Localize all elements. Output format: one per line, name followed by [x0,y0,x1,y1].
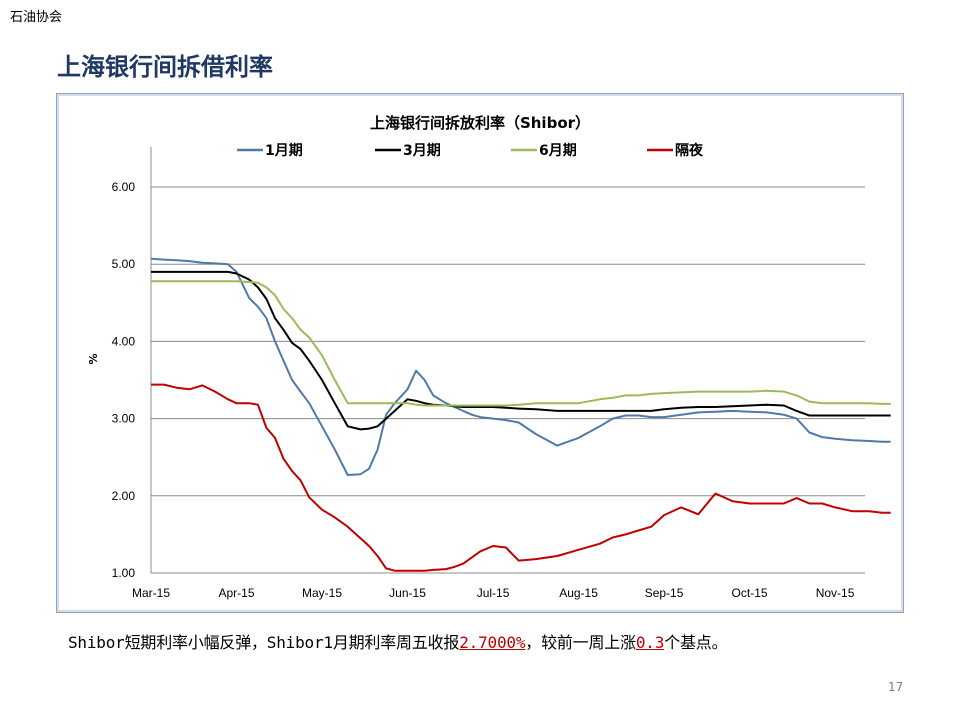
chart-series [150,257,891,572]
legend-label: 6月期 [539,143,577,159]
x-tick-label: Oct-15 [732,586,768,600]
x-tick-label: May-15 [302,586,342,600]
page-number: 17 [888,680,904,694]
x-tick-label: Apr-15 [218,586,254,600]
legend-label: 隔夜 [675,142,704,159]
series-line [151,270,891,431]
caption-value-rate: 2.7000% [459,633,526,652]
series-line [151,280,891,407]
chart-title: 上海银行间拆放利率（Shibor） [370,114,590,132]
legend-label: 3月期 [403,143,441,159]
y-axis-label: % [87,353,100,364]
legend-label: 1月期 [265,143,303,159]
y-tick-label: 5.00 [112,257,136,271]
x-tick-label: Aug-15 [559,586,598,600]
x-tick-label: Nov-15 [816,586,855,600]
x-tick-label: Mar-15 [132,586,170,600]
chart-frame: 上海银行间拆放利率（Shibor） 1月期 3月期 6月期 隔夜 1.00 2.00 3.… [56,93,904,613]
y-tick-label: 6.00 [112,180,136,194]
y-axis: 1.00 2.00 3.00 4.00 5.00 6.00 [112,147,152,580]
caption-value-bp: 0.3 [635,633,665,652]
series-line [150,257,891,476]
x-tick-label: Sep-15 [645,586,684,600]
y-tick-label: 3.00 [112,412,136,426]
line-chart: 上海银行间拆放利率（Shibor） 1月期 3月期 6月期 隔夜 1.00 2.00 3.… [87,114,891,600]
chart-grid [151,186,865,497]
org-label: 石油协会 [10,10,63,25]
chart-legend: 1月期 3月期 6月期 隔夜 [237,142,704,159]
caption-text-3: 个基点。 [664,633,728,652]
y-tick-label: 4.00 [112,334,136,348]
y-tick-label: 2.00 [112,489,136,503]
series-line [151,383,891,572]
caption-text-1: Shibor短期利率小幅反弹，Shibor1月期利率周五收报 [68,633,460,652]
summary-caption: Shibor短期利率小幅反弹，Shibor1月期利率周五收报2.7000%，较前… [68,629,728,653]
y-tick-label: 1.00 [112,566,136,580]
x-tick-label: Jul-15 [477,586,510,600]
x-tick-label: Jun-15 [389,586,426,600]
caption-text-2: ，较前一周上涨 [525,633,636,652]
slide-title: 上海银行间拆借利率 [57,52,273,81]
x-axis: Mar-15 Apr-15 May-15 Jun-15 Jul-15 Aug-15 Sep-… [132,572,865,600]
